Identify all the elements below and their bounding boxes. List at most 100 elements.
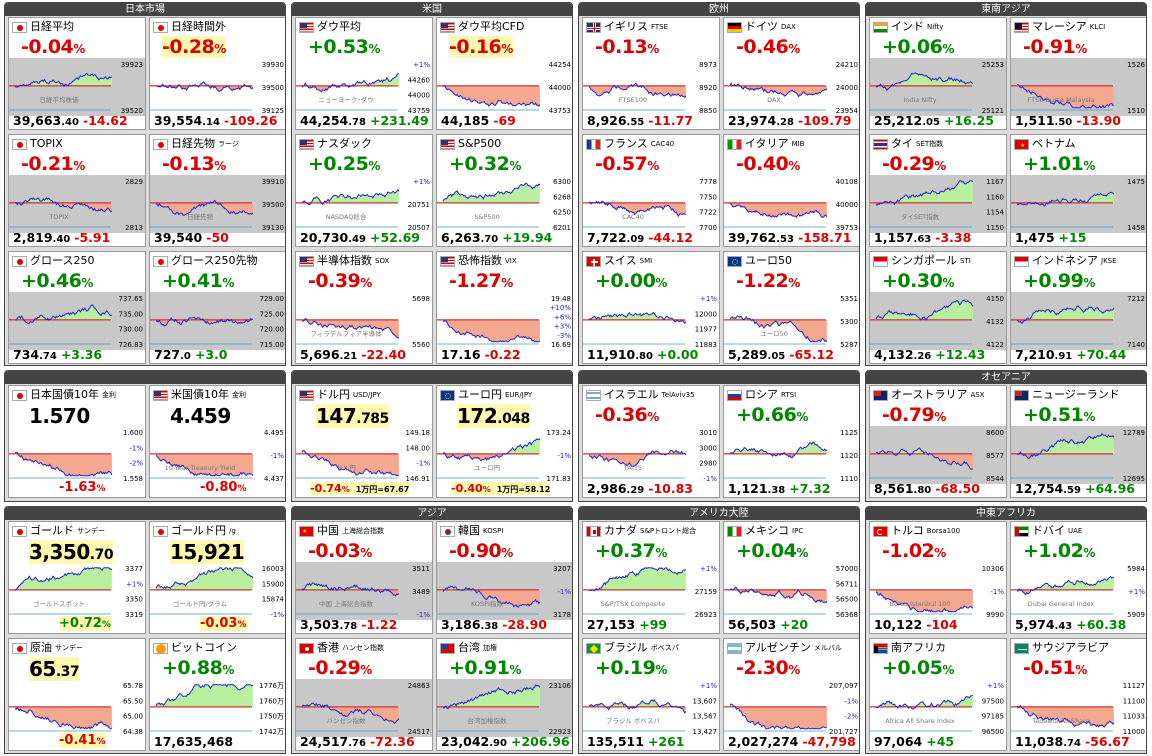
market-card[interactable]: ユーロ円 EUR/JPY 173.24 -1% 171.83 ユーロ円 172.048 -0.…: [436, 385, 572, 498]
market-card[interactable]: ★ 中国 上海総合指数 3511 3489 -1% 中国 上海総合指数 -0.03% 3,503…: [295, 521, 433, 634]
card-name: シンガポール: [891, 254, 957, 267]
intraday-chart: 5698 5560 フィラデルフィア半導体: [296, 292, 432, 350]
market-card[interactable]: S&P500 6300 6268 6250 6201 S&P500 +0.32% 6,263.…: [436, 134, 572, 247]
mx-flag-icon: [727, 525, 742, 537]
market-card[interactable]: 台湾 加権 23106 22923 台湾加権指数 +0.91% 23,042.90 +206.…: [436, 638, 572, 751]
card-subname: ハンセン指数: [342, 644, 384, 652]
card-subname: JKSE: [1101, 257, 1117, 265]
price-line: 39,554.14 -109.26: [154, 113, 278, 128]
market-card[interactable]: ダウ平均 +1% 44260 44000 43759 ニューヨーク･ダウ +0.53% 44,…: [295, 17, 433, 130]
card-name: カナダ: [604, 524, 637, 537]
axis-label: 1526: [1127, 61, 1145, 69]
axis-label: 40000: [836, 201, 858, 209]
axis-label: 6250: [553, 209, 571, 217]
market-card[interactable]: 香港 ハンセン指数 24863 24517 ハンセン指数 -0.29% 24,517.76-…: [295, 638, 433, 751]
btc-flag-icon: [153, 642, 168, 654]
axis-label: 26923: [695, 611, 717, 619]
market-card[interactable]: トルコ Borsa100 10306 -1% 9990 Borsa Istanbul 10…: [869, 521, 1007, 634]
price-line: 734.74 +3.36: [13, 347, 103, 362]
market-card[interactable]: 韓国 KOSPI 3207 -1% 3178 KOSPI指数 -0.90% 3,186.38-…: [436, 521, 572, 634]
axis-label: 3207: [553, 565, 571, 573]
card-header: 半導体指数 SOX: [299, 254, 389, 268]
price-line: 39,540 -50: [154, 230, 229, 245]
chart-watermark: タイSET指数: [901, 212, 940, 221]
axis-label: 15900: [262, 580, 284, 588]
market-card[interactable]: メキシコ IPC 57000 56711 56500 56368 +0.04% 56,503 +…: [723, 521, 859, 634]
change-value: -10.83: [648, 481, 693, 496]
intraday-chart: 8973 8920 8850 FTSE100: [583, 58, 719, 116]
market-card[interactable]: インドネシア JKSE 7212 7140 +0.99% 7,210.91 +70.44: [1010, 251, 1146, 364]
price-line: 3,503.78 -1.22: [300, 617, 398, 632]
market-card[interactable]: スイス SMI +1% 12000 11977 11883 +0.00% 11,910.80 +…: [582, 251, 720, 364]
jp-flag-icon: [153, 21, 168, 33]
market-card[interactable]: ドル円 USD/JPY 149.18 148.00 -1% 146.91 ドル円 147.78…: [295, 385, 433, 498]
market-card[interactable]: オーストラリア ASX 8600 8577 8544 -0.79% 8,561.80 -68.…: [869, 385, 1007, 498]
market-card[interactable]: イギリス FTSE 8973 8920 8850 FTSE100 -0.13% 8,926.5…: [582, 17, 720, 130]
market-card[interactable]: サウジアラビア 11127 11100 11033 11000 Tadawul All S…: [1010, 638, 1146, 751]
axis-label: 1120: [840, 452, 858, 460]
axis-label: +1%: [126, 580, 143, 588]
market-card[interactable]: ブラジル ボベスパ +1% 13,607 13,567 13,427 ブラジル ボベスパ +0…: [582, 638, 720, 751]
axis-label: 726.83: [119, 341, 144, 349]
axis-label: 39130: [262, 224, 284, 232]
market-card[interactable]: イタリア MIB 40108 40000 39753 -0.40% 39,762.53 -15…: [723, 134, 859, 247]
market-card[interactable]: 日経時間外 39930 39500 39125 -0.28% 39,554.14 -109.…: [149, 17, 285, 130]
market-card[interactable]: マレーシア KLCI 1526 1510 FTSE Bursa Malaysia -0.9…: [1010, 17, 1146, 130]
market-card[interactable]: 米国債10年 金利 4.495 -1% 4.437 10-Year Treasury Yi…: [149, 385, 285, 498]
change-value: +64.96: [1084, 481, 1135, 496]
axis-label: 2829: [125, 178, 143, 186]
market-card[interactable]: グロース250 737.65 735.00 730.00 726.83 +0.46% 734…: [8, 251, 146, 364]
intraday-chart: 173.24 -1% 171.83 ユーロ円: [437, 426, 572, 484]
card-header: イタリア MIB: [727, 137, 804, 151]
change-percent: +0.88%: [162, 657, 234, 679]
price-line: 3,186.38 -28.90: [441, 617, 547, 632]
market-card[interactable]: 半導体指数 SOX 5698 5560 フィラデルフィア半導体 -0.39% 5,696.2…: [295, 251, 433, 364]
market-card[interactable]: ドイツ DAX 24210 24000 23954 DAX -0.46% 23,974.28-…: [723, 17, 859, 130]
chart-watermark: ドル円: [336, 464, 356, 472]
axis-label: 15874: [262, 596, 285, 604]
market-card[interactable]: 日経先物 ラージ 39910 39500 39130 日経先物 -0.13% 39,540 -5…: [149, 134, 285, 247]
market-card[interactable]: グロース250先物 729.00 725.00 720.00 715.00 +0.41% 7…: [149, 251, 285, 364]
market-card[interactable]: ユーロ50 5351 5300 5287 ユーロ50 -1.22% 5,289.05 -65.…: [723, 251, 859, 364]
axis-label: 16003: [262, 565, 284, 573]
market-card[interactable]: イスラエル TelAviv35 3010 3000 2980 -1% TA-35 -0.36%…: [582, 385, 720, 498]
market-card[interactable]: アルゼンチン メルバル 207,097 -1% -2% 201,727 -2.30% 2,02…: [723, 638, 859, 751]
market-card[interactable]: タイ SET指数 1167 1160 1154 1150 タイSET指数 -0.29% 1,15…: [869, 134, 1007, 247]
price-line: 11,038.74 -56.67: [1015, 734, 1130, 749]
chart-watermark: 日経平均株価: [40, 95, 80, 104]
market-card[interactable]: ★ ベトナム 1475 1458 +1.01% 1,475 +15: [1010, 134, 1146, 247]
market-card[interactable]: 原油 サンデー 65.78 65.50 65.00 64.38 65.37 -0.41%: [8, 638, 146, 751]
market-card[interactable]: ドバイ UAE 5984 +1% 5909 Dubai General Index +1.0…: [1010, 521, 1146, 634]
card-subname: DAX: [781, 23, 796, 31]
card-header: ニュージーランド: [1014, 388, 1120, 402]
chart-watermark: Dubai General Index: [1028, 600, 1095, 608]
change-percent: -0.03%: [308, 540, 372, 562]
card-subname: SMI: [639, 257, 653, 265]
card-name: ドイツ: [745, 20, 778, 33]
market-card[interactable]: ナスダック +1% 20751 20507 NASDAQ総合 +0.25% 20,730.4…: [295, 134, 433, 247]
market-card[interactable]: 日本国債10年 金利 1.600 -1% -2% 1.558 1.570 -1.63%: [8, 385, 146, 498]
market-card[interactable]: シンガポール STI 4150 4132 4122 +0.30% 4,132.26 +12.4…: [869, 251, 1007, 364]
market-card[interactable]: 南アフリカ +1% 97500 97185 96500 Africa All Share …: [869, 638, 1007, 751]
change-percent: -0.74% 1万円=67.67: [310, 482, 410, 495]
change-value: -47,798: [802, 734, 856, 749]
card-header: 香港 ハンセン指数: [299, 641, 384, 655]
change-percent: -0.51%: [1023, 657, 1087, 679]
market-card[interactable]: TOPIX 2829 2813 TOPIX -0.21% 2,819.40 -5.91: [8, 134, 146, 247]
card-name: サウジアラビア: [1032, 641, 1109, 654]
change-percent: +0.19%: [595, 657, 667, 679]
market-card[interactable]: フランス CAC40 7778 7750 7722 7700 CAC40 -0.57% 7,72…: [582, 134, 720, 247]
market-card[interactable]: ビットコイン 1776万 1760万 1750万 1742万 +0.88% 17,635,4…: [149, 638, 285, 751]
card-name: イギリス: [604, 20, 648, 33]
axis-label: 3010: [699, 429, 717, 437]
axis-label: 9990: [986, 611, 1004, 619]
market-card[interactable]: ゴールド サンデー 3377 +1% 3350 3319 ゴールドスポット 3,350.70 +…: [8, 521, 146, 634]
market-card[interactable]: ゴールド円/g 16003 15900 15874 -1% ゴールド円/グラム 15,921…: [149, 521, 285, 634]
market-card[interactable]: ロシア RTSI 1125 1120 1110 +0.66% 1,121.38 +7.32: [723, 385, 859, 498]
market-card[interactable]: ダウ平均CFD 44254 44000 43753 -0.16% 44,185 -69: [436, 17, 572, 130]
market-card[interactable]: ニュージーランド 12789 12695 +0.51% 12,754.59 +64.96: [1010, 385, 1146, 498]
market-card[interactable]: 日経平均 39923 39520 日経平均株価 -0.04% 39,663.40 -14.6…: [8, 17, 146, 130]
market-card[interactable]: カナダ S&Pトロント総合 +1% 27159 26923 S&P/TSX Composi…: [582, 521, 720, 634]
market-card[interactable]: インド Nifty 25253 25121 India Nifty +0.06% 25,21…: [869, 17, 1007, 130]
market-card[interactable]: 恐怖指数 VIX 19.48 +10% +6% +3% -3% 16.69 -1.27% 17.1…: [436, 251, 572, 364]
